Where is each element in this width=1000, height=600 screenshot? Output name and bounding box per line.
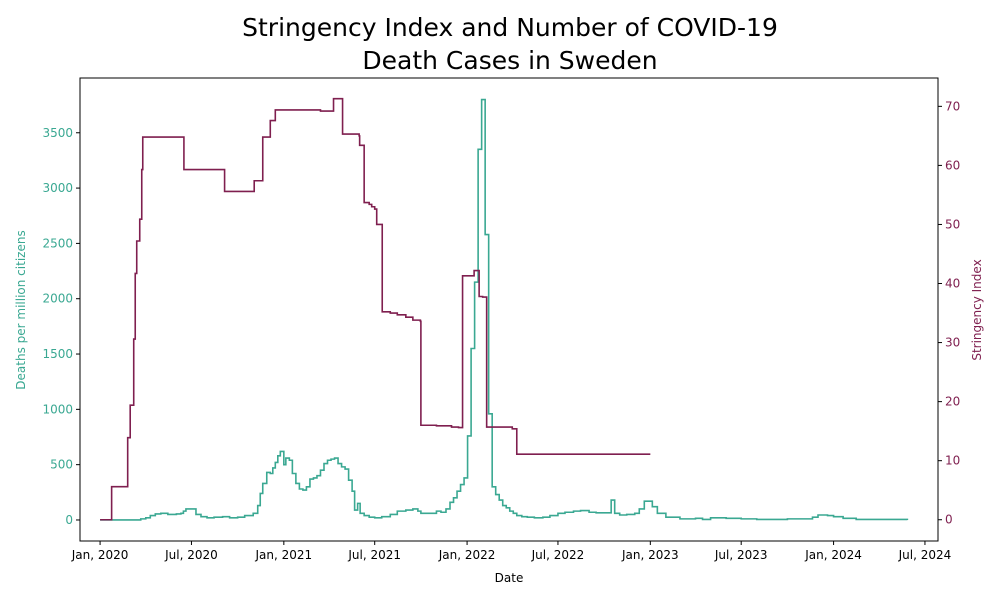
x-tick-label: Jan, 2023 (621, 548, 679, 562)
x-tick-label: Jan, 2022 (438, 548, 496, 562)
left-y-tick-label: 3000 (42, 181, 73, 195)
left-y-tick-label: 2000 (42, 292, 73, 306)
deaths-series-line (100, 98, 909, 521)
right-y-tick-label: 70 (945, 99, 960, 113)
x-tick-label: Jan, 2024 (804, 548, 862, 562)
left-y-tick-label: 500 (50, 458, 73, 472)
right-y-tick-label: 40 (945, 277, 960, 291)
x-tick-label: Jan, 2021 (254, 548, 312, 562)
right-y-tick-label: 30 (945, 336, 960, 350)
right-y-tick-label: 50 (945, 217, 960, 231)
left-y-tick-label: 1500 (42, 347, 73, 361)
right-y-tick-label: 60 (945, 158, 960, 172)
chart-title-line-2: Death Cases in Sweden (362, 46, 657, 75)
x-tick-label: Jul, 2023 (714, 548, 768, 562)
x-tick-label: Jul, 2022 (531, 548, 585, 562)
chart-title-line-1: Stringency Index and Number of COVID-19 (242, 13, 778, 42)
right-y-axis-ticks: 0 10 20 30 40 50 60 70 (938, 99, 960, 527)
left-y-axis-label: Deaths per million citizens (14, 230, 28, 389)
right-y-tick-label: 10 (945, 454, 960, 468)
right-y-tick-label: 0 (945, 513, 953, 527)
x-axis-ticks: Jan, 2020 Jul, 2020 Jan, 2021 Jul, 2021 Jan,… (71, 541, 952, 562)
left-y-tick-label: 1000 (42, 402, 73, 416)
x-tick-label: Jul, 2021 (347, 548, 401, 562)
x-axis-label: Date (495, 571, 524, 585)
stringency-series-line (100, 97, 651, 521)
left-y-tick-label: 3500 (42, 126, 73, 140)
x-tick-label: Jul, 2020 (164, 548, 218, 562)
right-y-tick-label: 20 (945, 395, 960, 409)
left-y-tick-label: 0 (65, 513, 73, 527)
x-tick-label: Jan, 2020 (71, 548, 129, 562)
x-tick-label: Jul, 2024 (898, 548, 952, 562)
left-y-axis-ticks: 0 500 1000 1500 2000 2500 3000 3500 (42, 126, 80, 527)
left-y-tick-label: 2500 (42, 236, 73, 250)
right-y-axis-label: Stringency Index (970, 259, 984, 360)
plot-area-frame (79, 77, 939, 542)
